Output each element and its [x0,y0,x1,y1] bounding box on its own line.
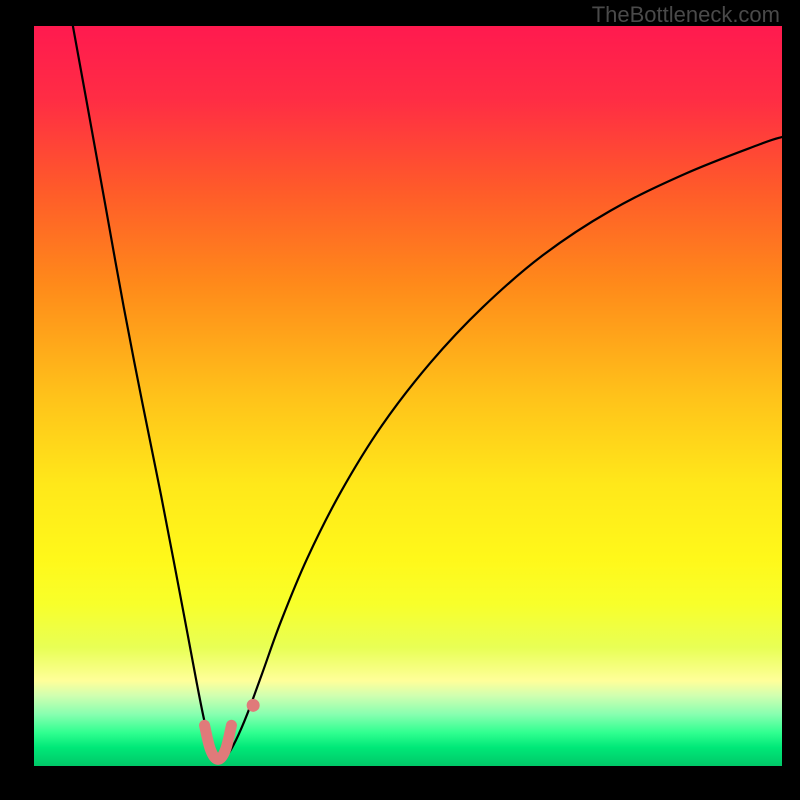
point-marker [247,699,260,712]
watermark-text: TheBottleneck.com [592,2,780,28]
series-left-curve [73,26,221,760]
chart-plot-area [34,26,782,766]
trough-marker [205,725,232,759]
series-right-curve [221,137,782,760]
chart-svg [34,26,782,766]
